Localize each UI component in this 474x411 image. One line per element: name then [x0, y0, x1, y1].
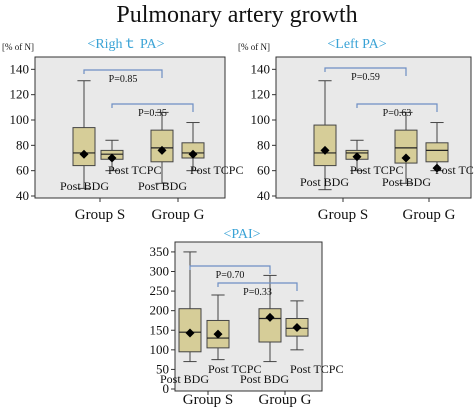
iqr-box — [313, 124, 337, 167]
y-axis-label: [% of N] — [238, 42, 270, 52]
iqr-box — [425, 142, 449, 163]
y-tick-label: 300 — [150, 264, 170, 279]
box-label: Post TCPC — [435, 163, 474, 177]
box-label: Post TCPC — [208, 362, 261, 376]
p-value-label: P=0.59 — [351, 72, 380, 83]
group-label: Group S — [75, 207, 125, 223]
box-label: Post TCPC — [190, 163, 243, 177]
chart-title: Pulmonary artery growth — [116, 2, 358, 28]
mean-marker — [292, 323, 302, 333]
panel-subtitle: <Righｔ PA> — [87, 37, 164, 52]
bracket-line — [356, 103, 438, 112]
y-tick-label: 60 — [257, 163, 270, 178]
p-value-bracket: P=0.70 — [189, 265, 271, 281]
chart-panel-1: <Righｔ PA> [% of N] 40 60 80 100 120 140 Group S… — [2, 37, 243, 223]
mean-marker — [188, 149, 198, 159]
iqr-box — [72, 127, 96, 167]
group-label: Group G — [152, 207, 205, 223]
box-2: Post TCPC — [345, 139, 403, 177]
mean-marker — [401, 153, 411, 163]
y-tick-label: 0 — [163, 381, 170, 396]
box-4: Post TCPC — [181, 122, 243, 177]
mean-marker — [432, 163, 442, 173]
p-value-label: P=0.63 — [383, 108, 412, 119]
box-4: Post TCPC — [425, 122, 474, 177]
y-tick-label: 80 — [16, 137, 29, 152]
mean-marker — [213, 329, 223, 339]
panel-subtitle: <Left PA> — [327, 37, 386, 52]
p-value-label: P=0.85 — [109, 74, 138, 85]
mean-marker — [320, 145, 330, 155]
bracket-line — [324, 67, 407, 76]
box-label: Post TCPC — [350, 163, 403, 177]
box-3: Post BDG — [382, 111, 431, 189]
mean-marker — [107, 153, 117, 163]
y-tick-label: 150 — [150, 322, 170, 337]
box-label: Post BDG — [300, 175, 349, 189]
y-tick-label: 250 — [150, 283, 170, 298]
group-label: Group G — [403, 207, 456, 223]
group-label: Group G — [259, 392, 312, 408]
group-label: Group S — [318, 207, 368, 223]
y-tick-label: 100 — [150, 342, 170, 357]
bracket-line — [189, 265, 271, 274]
box-label: Post BDG — [382, 175, 431, 189]
p-value-bracket: P=0.33 — [217, 282, 298, 298]
box-label: Post BDG — [240, 372, 289, 386]
box-1: Post BDG — [300, 80, 349, 191]
y-axis-label: [% of N] — [2, 42, 34, 52]
p-value-label: P=0.33 — [243, 287, 272, 298]
box-3: Post BDG — [138, 111, 187, 193]
box-label: Post BDG — [138, 179, 187, 193]
box-4: Post TCPC — [285, 300, 343, 376]
y-tick-label: 100 — [10, 112, 30, 127]
box-2: Post TCPC — [206, 294, 261, 376]
p-value-bracket: P=0.63 — [356, 103, 438, 119]
box-3: Post BDG — [240, 274, 289, 386]
box-1: Post BDG — [160, 251, 209, 386]
mean-marker — [157, 145, 167, 155]
y-tick-label: 100 — [251, 112, 271, 127]
y-tick-label: 50 — [156, 361, 169, 376]
mean-marker — [79, 149, 89, 159]
p-value-bracket: P=0.35 — [111, 103, 194, 119]
p-value-bracket: P=0.59 — [324, 67, 407, 83]
group-label: Group S — [183, 392, 233, 408]
box-label: Post TCPC — [108, 163, 161, 177]
p-value-label: P=0.35 — [138, 108, 167, 119]
p-value-bracket: P=0.85 — [83, 69, 163, 85]
y-tick-label: 40 — [257, 188, 270, 203]
mean-marker — [265, 312, 275, 322]
bracket-line — [217, 282, 298, 291]
bracket-line — [83, 69, 163, 78]
mean-marker — [185, 328, 195, 338]
plot-area — [275, 56, 472, 199]
y-tick-label: 140 — [251, 61, 271, 76]
box-label: Post BDG — [60, 179, 109, 193]
y-tick-label: 80 — [257, 137, 270, 152]
box-label: Post TCPC — [290, 362, 343, 376]
iqr-box — [394, 129, 418, 164]
y-tick-label: 120 — [251, 87, 271, 102]
box-2: Post TCPC — [100, 139, 161, 177]
y-tick-label: 60 — [16, 163, 29, 178]
iqr-box — [258, 308, 282, 343]
bracket-line — [111, 103, 194, 112]
chart-panel-2: <Left PA> [% of N] 40 60 80 100 120 140 Group S G… — [238, 37, 474, 223]
y-tick-label: 200 — [150, 303, 170, 318]
y-tick-label: 350 — [150, 244, 170, 259]
box-label: Post BDG — [160, 372, 209, 386]
y-tick-label: 40 — [16, 188, 29, 203]
mean-marker — [352, 152, 362, 162]
y-tick-label: 140 — [10, 61, 30, 76]
chart-panel-3: <PAI> 0 50 100 150 200 250 300 350 Group S Group G… — [150, 227, 344, 408]
p-value-label: P=0.70 — [216, 270, 245, 281]
y-tick-label: 120 — [10, 87, 30, 102]
panel-subtitle: <PAI> — [223, 227, 260, 242]
box-1: Post BDG — [60, 80, 109, 193]
